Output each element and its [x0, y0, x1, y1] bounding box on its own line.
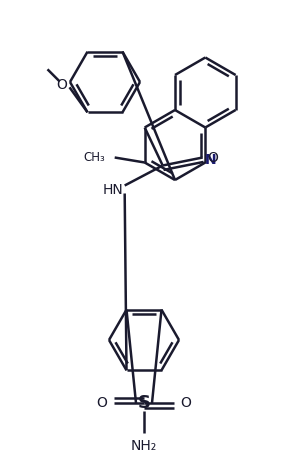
Text: CH₃: CH₃	[84, 151, 106, 164]
Text: NH₂: NH₂	[131, 439, 157, 453]
Text: S: S	[137, 394, 151, 412]
Text: O: O	[56, 78, 67, 92]
Text: HN: HN	[102, 183, 123, 197]
Text: O: O	[207, 150, 218, 164]
Text: O: O	[96, 396, 107, 410]
Text: O: O	[181, 396, 192, 410]
Text: N: N	[204, 153, 216, 167]
